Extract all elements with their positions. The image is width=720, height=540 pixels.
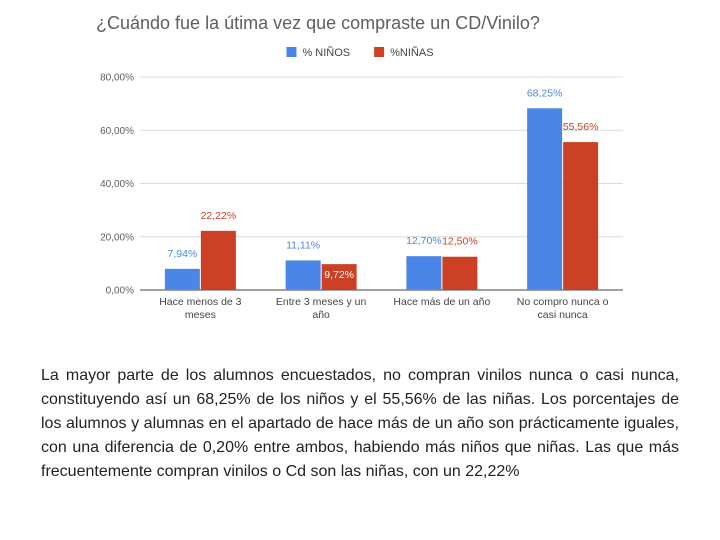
data-label: 55,56% <box>563 121 599 133</box>
chart-data-labels: 7,94% 22,22% 11,11% 9,72% 12,70% 12,50% 68,25%… <box>167 87 598 281</box>
y-tick-label: 80,00% <box>100 73 134 84</box>
bar <box>406 256 442 290</box>
data-label: 9,72% <box>324 269 354 281</box>
bar <box>563 142 599 290</box>
chart-title: ¿Cuándo fue la útima vez que compraste u… <box>96 13 540 33</box>
legend-label: %NIÑAS <box>390 46 433 59</box>
x-category-label: No compro nunca o <box>517 296 609 308</box>
legend-label: % NIÑOS <box>302 46 350 59</box>
x-category-label: casi nunca <box>538 309 588 321</box>
data-label: 68,25% <box>527 87 563 99</box>
analysis-paragraph: La mayor parte de los alumnos encuestado… <box>41 367 679 480</box>
x-category-label: Hace menos de 3 <box>159 296 241 308</box>
y-axis-tick-labels: 0,00% 20,00% 40,00% 60,00% 80,00% <box>100 73 134 297</box>
data-label: 7,94% <box>167 248 197 260</box>
chart-legend: % NIÑOS %NIÑAS <box>286 46 434 59</box>
chart-bars <box>164 108 599 290</box>
y-tick-label: 20,00% <box>100 232 134 243</box>
legend-swatch <box>286 47 297 57</box>
bar <box>321 264 357 290</box>
y-tick-label: 60,00% <box>100 126 134 137</box>
x-category-label: Entre 3 meses y un <box>276 296 367 308</box>
x-category-label: meses <box>185 309 216 321</box>
bar <box>442 256 478 290</box>
bar <box>164 268 200 290</box>
y-tick-label: 40,00% <box>100 179 134 190</box>
legend-swatch <box>374 47 385 57</box>
data-label: 12,50% <box>442 236 478 248</box>
x-category-label: año <box>312 309 330 321</box>
bar-chart: ¿Cuándo fue la útima vez que compraste u… <box>96 13 623 321</box>
x-category-label: Hace más de un año <box>393 296 490 308</box>
bar <box>285 260 321 290</box>
bar <box>200 230 236 290</box>
data-label: 12,70% <box>406 235 442 247</box>
data-label: 11,11% <box>286 239 320 251</box>
bar <box>527 108 563 290</box>
y-tick-label: 0,00% <box>106 286 134 297</box>
data-label: 22,22% <box>201 210 237 222</box>
